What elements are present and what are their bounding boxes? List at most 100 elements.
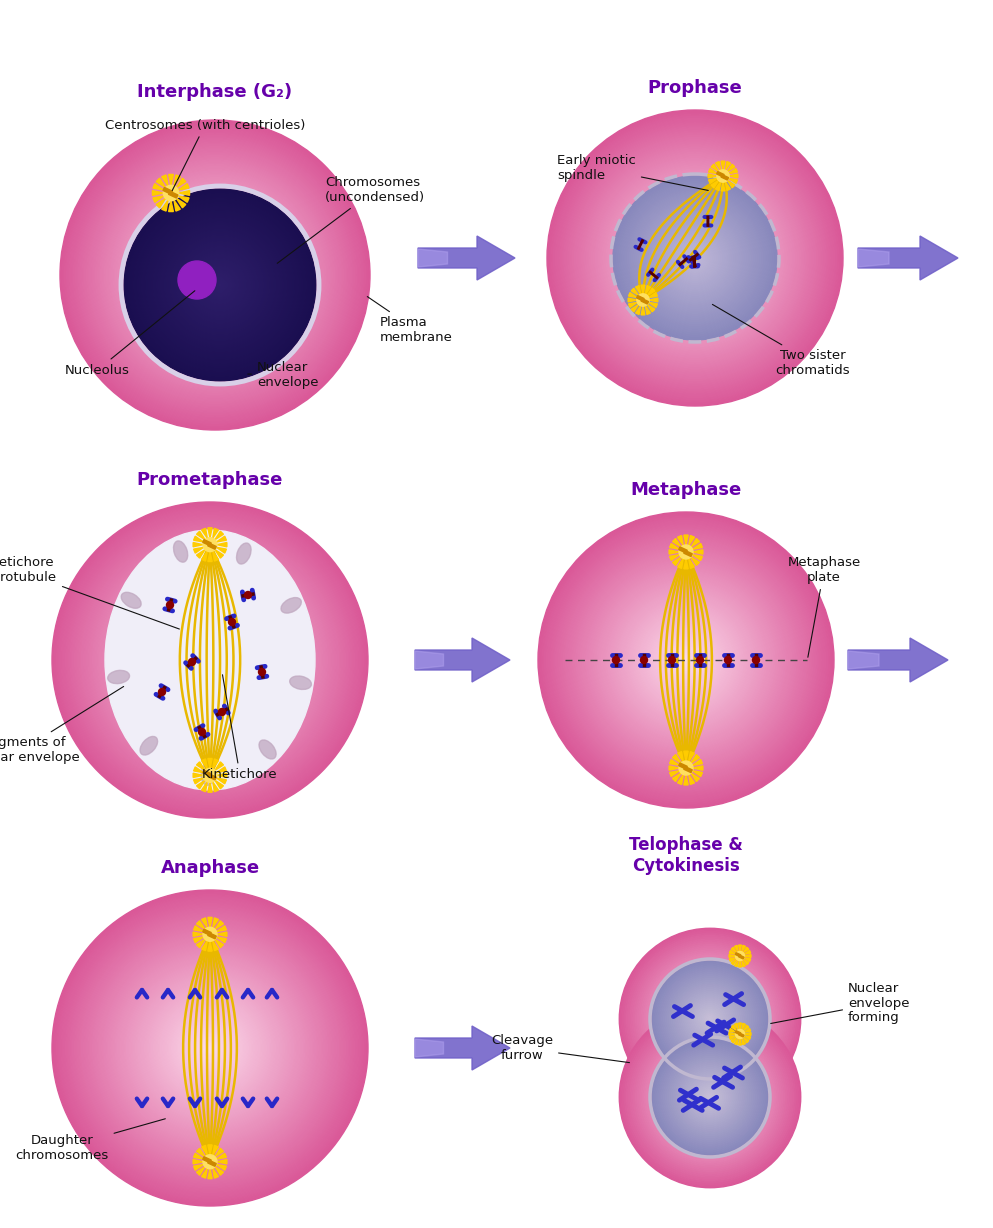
Circle shape [645, 209, 744, 307]
Circle shape [645, 620, 726, 700]
Circle shape [147, 985, 273, 1111]
Circle shape [681, 1068, 739, 1126]
Circle shape [634, 607, 739, 713]
Circle shape [684, 247, 706, 269]
Circle shape [693, 255, 697, 260]
Circle shape [170, 235, 270, 335]
Circle shape [636, 199, 755, 317]
Circle shape [184, 248, 256, 322]
Circle shape [708, 1017, 712, 1020]
Circle shape [665, 228, 725, 287]
Circle shape [204, 264, 226, 286]
Circle shape [694, 1003, 726, 1035]
Text: Daughter
chromosomes: Daughter chromosomes [15, 1119, 165, 1162]
Circle shape [677, 652, 694, 668]
Circle shape [570, 134, 820, 383]
Circle shape [199, 648, 221, 672]
Polygon shape [418, 236, 515, 280]
Circle shape [546, 521, 825, 799]
Polygon shape [213, 759, 218, 769]
Polygon shape [214, 921, 223, 930]
Circle shape [675, 650, 696, 670]
Polygon shape [669, 550, 679, 554]
Circle shape [71, 519, 350, 799]
Circle shape [122, 182, 308, 368]
Polygon shape [153, 190, 163, 195]
Circle shape [83, 534, 337, 786]
Circle shape [147, 212, 293, 357]
Circle shape [198, 258, 232, 292]
Circle shape [704, 1013, 716, 1025]
Circle shape [661, 1049, 759, 1146]
Polygon shape [214, 1167, 223, 1175]
Circle shape [188, 637, 232, 683]
Circle shape [64, 513, 356, 807]
Circle shape [641, 1028, 779, 1165]
Circle shape [61, 511, 359, 809]
Circle shape [160, 220, 270, 330]
Circle shape [173, 233, 257, 317]
Circle shape [564, 126, 826, 389]
Circle shape [677, 1065, 743, 1130]
Circle shape [673, 647, 699, 673]
Circle shape [197, 262, 243, 308]
Circle shape [195, 1033, 225, 1063]
Polygon shape [744, 958, 751, 962]
Circle shape [84, 145, 346, 405]
Circle shape [642, 952, 778, 1086]
Polygon shape [214, 550, 223, 558]
Bar [735, 953, 741, 957]
Circle shape [581, 144, 809, 372]
Circle shape [703, 1012, 717, 1027]
Circle shape [688, 997, 732, 1041]
Circle shape [139, 204, 301, 366]
Bar [684, 550, 692, 556]
Polygon shape [858, 249, 889, 266]
Circle shape [668, 977, 752, 1061]
Circle shape [631, 605, 741, 715]
Circle shape [199, 264, 241, 306]
Circle shape [643, 206, 747, 309]
Polygon shape [742, 1023, 746, 1030]
Polygon shape [213, 551, 218, 561]
Polygon shape [214, 532, 223, 540]
Circle shape [115, 176, 315, 375]
Circle shape [106, 556, 314, 764]
Circle shape [128, 193, 312, 377]
Circle shape [585, 149, 805, 368]
Circle shape [686, 249, 703, 266]
Polygon shape [647, 289, 654, 296]
Circle shape [666, 975, 754, 1062]
Circle shape [216, 281, 223, 289]
Circle shape [549, 112, 841, 404]
Circle shape [666, 230, 724, 286]
Circle shape [654, 963, 766, 1074]
Circle shape [662, 225, 728, 291]
Circle shape [79, 917, 341, 1179]
Circle shape [687, 996, 733, 1043]
Text: Plasma
membrane: Plasma membrane [367, 297, 453, 344]
Circle shape [52, 502, 368, 818]
Circle shape [190, 640, 230, 680]
Circle shape [675, 1062, 745, 1132]
Circle shape [652, 216, 737, 301]
Polygon shape [744, 950, 751, 954]
Circle shape [619, 592, 754, 728]
Circle shape [664, 1051, 756, 1142]
Polygon shape [742, 960, 746, 966]
Polygon shape [645, 306, 650, 314]
Circle shape [654, 217, 736, 298]
Circle shape [658, 221, 732, 295]
Polygon shape [178, 184, 189, 190]
Circle shape [677, 986, 743, 1052]
Circle shape [587, 150, 802, 366]
Circle shape [617, 179, 774, 336]
Circle shape [649, 212, 740, 303]
Polygon shape [672, 754, 681, 763]
Circle shape [104, 942, 316, 1154]
Text: Kinetichore
microtubule: Kinetichore microtubule [0, 556, 180, 629]
Circle shape [653, 963, 767, 1076]
Circle shape [144, 204, 286, 346]
Circle shape [63, 123, 367, 427]
Circle shape [168, 233, 272, 336]
